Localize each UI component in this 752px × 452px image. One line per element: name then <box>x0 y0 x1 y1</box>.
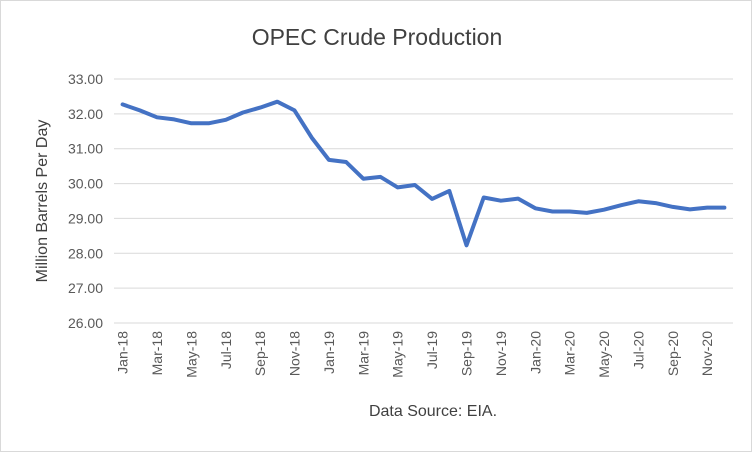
x-tick-label: May-19 <box>390 331 406 378</box>
x-axis-title: Data Source: EIA. <box>369 403 497 420</box>
x-tick-label: Jan-19 <box>321 331 337 374</box>
chart-title: OPEC Crude Production <box>252 24 503 50</box>
y-tick-label: 31.00 <box>68 141 103 157</box>
x-tick-label: Nov-18 <box>287 331 303 376</box>
y-tick-label: 30.00 <box>68 176 103 192</box>
x-tick-label: May-18 <box>183 331 199 378</box>
x-tick-label: Sep-20 <box>665 331 681 376</box>
x-tick-label: Jul-19 <box>424 331 440 369</box>
y-tick-label: 27.00 <box>68 280 103 296</box>
y-tick-label: 26.00 <box>68 315 103 331</box>
x-tick-label: Sep-19 <box>458 331 474 376</box>
x-tick-label: Sep-18 <box>252 331 268 376</box>
y-tick-label: 32.00 <box>68 106 103 122</box>
x-tick-label: Jul-20 <box>630 331 646 369</box>
x-tick-label: Mar-18 <box>149 331 165 376</box>
y-tick-label: 33.00 <box>68 71 103 87</box>
x-tick-label: Jan-20 <box>527 331 543 374</box>
x-tick-label: Jan-18 <box>115 331 131 374</box>
series-line <box>120 99 727 248</box>
y-axis-title: Million Barrels Per Day <box>34 120 51 283</box>
x-tick-label: Mar-20 <box>562 331 578 376</box>
x-tick-label: Nov-19 <box>493 331 509 376</box>
x-tick-label: Mar-19 <box>355 331 371 376</box>
x-tick-label: Jul-18 <box>218 331 234 369</box>
y-tick-label: 29.00 <box>68 210 103 226</box>
x-tick-label: May-20 <box>596 331 612 378</box>
x-tick-label: Nov-20 <box>699 331 715 376</box>
y-tick-label: 28.00 <box>68 245 103 261</box>
